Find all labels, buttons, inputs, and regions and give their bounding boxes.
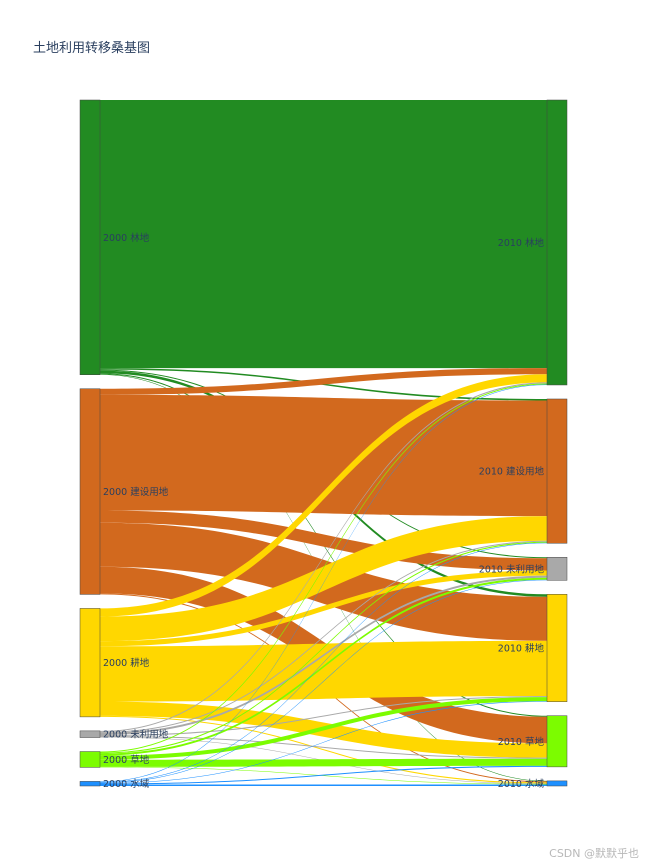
sankey-node	[546, 715, 568, 768]
sankey-link	[100, 758, 547, 767]
sankey-node-label: 2000 未利用地	[103, 729, 169, 741]
sankey-node	[79, 751, 101, 768]
sankey-node	[79, 388, 101, 595]
sankey-node	[79, 99, 101, 375]
sankey-node-label: 2000 耕地	[103, 657, 150, 669]
sankey-link	[100, 697, 547, 760]
sankey-link	[100, 394, 547, 517]
sankey-link	[100, 510, 547, 571]
sankey-node	[546, 594, 568, 702]
sankey-link	[100, 542, 547, 783]
sankey-link	[100, 382, 547, 732]
sankey-node-label: 2010 耕地	[498, 643, 545, 655]
sankey-link	[100, 765, 547, 785]
sankey-nodes	[79, 99, 568, 787]
sankey-link	[100, 715, 547, 784]
sankey-link	[100, 575, 547, 735]
sankey-link	[100, 766, 547, 785]
sankey-link	[100, 784, 547, 786]
sankey-link	[100, 374, 547, 617]
sankey-link	[100, 570, 547, 647]
sankey-node-label: 2010 草地	[498, 736, 545, 748]
sankey-link	[100, 701, 547, 784]
sankey-node-label: 2000 林地	[103, 232, 150, 244]
sankey-links	[100, 100, 547, 786]
watermark: CSDN @默默乎也	[549, 847, 639, 860]
sankey-link	[100, 579, 547, 783]
sankey-node-label: 2010 未利用地	[479, 563, 545, 575]
sankey-node-label: 2000 水域	[103, 778, 150, 790]
sankey-node	[79, 781, 101, 787]
sankey-node	[79, 608, 101, 718]
sankey-node-label: 2010 建设用地	[479, 466, 545, 478]
sankey-link	[100, 577, 547, 756]
sankey-node	[546, 398, 568, 544]
sankey-node	[546, 99, 568, 386]
sankey-link	[100, 384, 547, 782]
sankey-node	[546, 780, 568, 787]
sankey-link	[100, 100, 547, 369]
sankey-link	[100, 640, 547, 702]
sankey-link	[100, 383, 547, 753]
sankey-link	[100, 541, 547, 754]
sankey-link	[100, 736, 547, 759]
sankey-node	[546, 557, 568, 581]
sankey-node-label: 2000 草地	[103, 754, 150, 766]
chart-title: 土地利用转移桑基图	[33, 41, 151, 56]
sankey-labels: 2000 林地 2000 建设用地 2000 耕地 2000 未利用地 2000 草地 2…	[103, 232, 544, 790]
sankey-node-label: 2000 建设用地	[103, 486, 169, 498]
sankey-node-label: 2010 水域	[498, 778, 545, 790]
sankey-link	[100, 368, 547, 395]
sankey-link	[100, 540, 547, 733]
sankey-link	[100, 516, 547, 642]
sankey-node	[79, 730, 101, 738]
sankey-link	[100, 696, 547, 736]
sankey-node-label: 2010 林地	[498, 237, 545, 249]
